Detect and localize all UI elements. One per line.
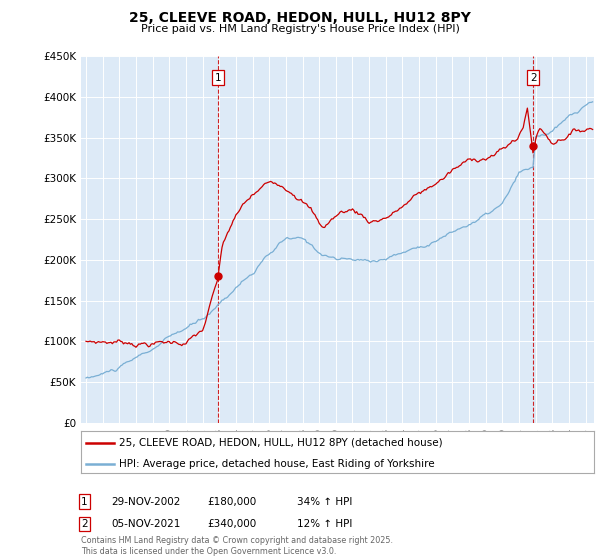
Text: 1: 1 bbox=[81, 497, 88, 507]
Text: 1: 1 bbox=[215, 72, 221, 82]
Text: 25, CLEEVE ROAD, HEDON, HULL, HU12 8PY (detached house): 25, CLEEVE ROAD, HEDON, HULL, HU12 8PY (… bbox=[119, 438, 443, 448]
Text: Contains HM Land Registry data © Crown copyright and database right 2025.
This d: Contains HM Land Registry data © Crown c… bbox=[81, 536, 393, 556]
Text: £340,000: £340,000 bbox=[207, 519, 256, 529]
Text: Price paid vs. HM Land Registry's House Price Index (HPI): Price paid vs. HM Land Registry's House … bbox=[140, 24, 460, 34]
Text: HPI: Average price, detached house, East Riding of Yorkshire: HPI: Average price, detached house, East… bbox=[119, 459, 435, 469]
Text: 2: 2 bbox=[81, 519, 88, 529]
Text: 34% ↑ HPI: 34% ↑ HPI bbox=[297, 497, 352, 507]
Text: 12% ↑ HPI: 12% ↑ HPI bbox=[297, 519, 352, 529]
Text: 25, CLEEVE ROAD, HEDON, HULL, HU12 8PY: 25, CLEEVE ROAD, HEDON, HULL, HU12 8PY bbox=[129, 11, 471, 25]
Text: £180,000: £180,000 bbox=[207, 497, 256, 507]
Text: 29-NOV-2002: 29-NOV-2002 bbox=[111, 497, 181, 507]
Text: 2: 2 bbox=[530, 72, 536, 82]
Text: 05-NOV-2021: 05-NOV-2021 bbox=[111, 519, 181, 529]
